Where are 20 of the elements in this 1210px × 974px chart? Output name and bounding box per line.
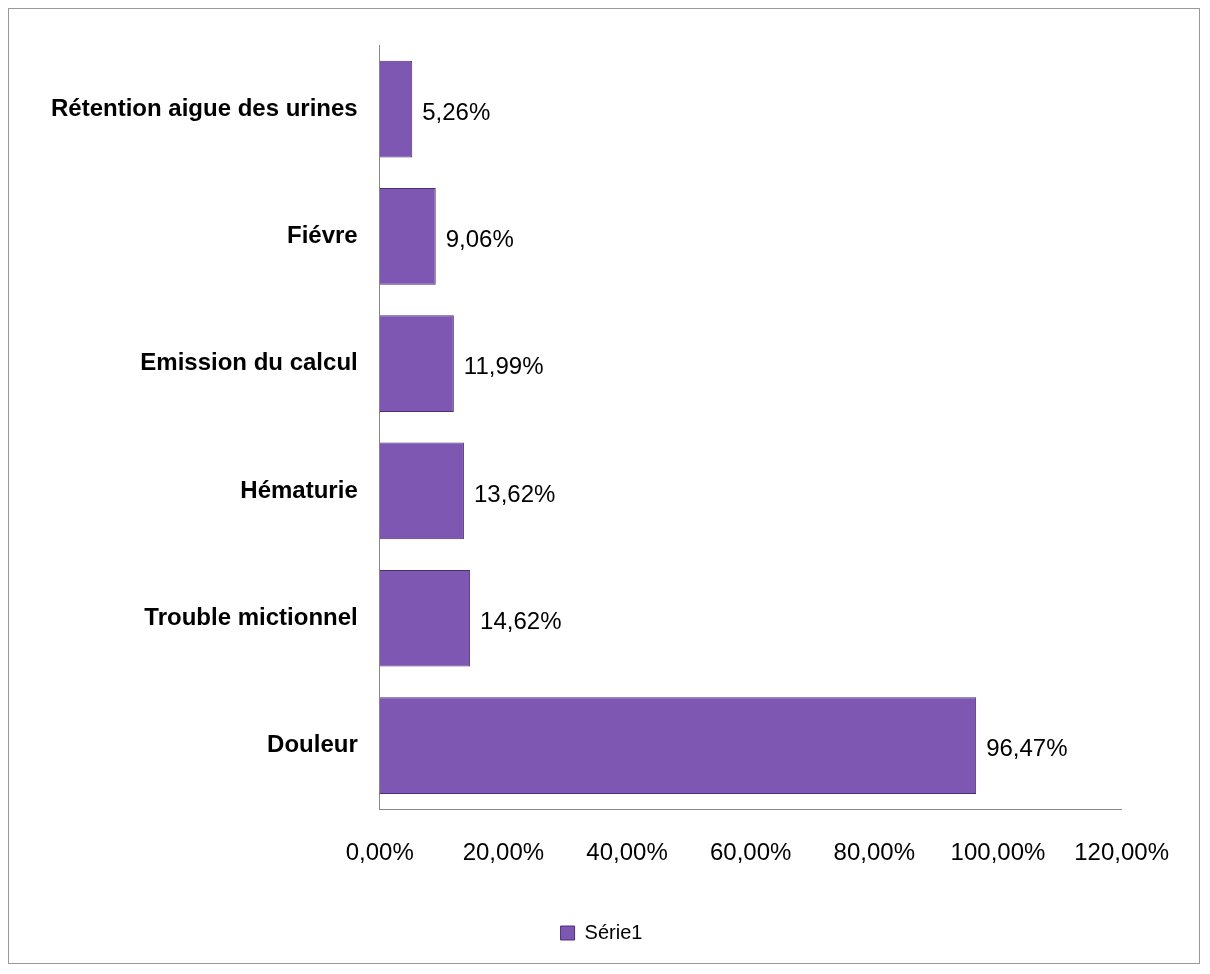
data-label: 11,99% xyxy=(463,352,544,380)
data-label: 5,26% xyxy=(422,97,491,125)
x-tick-label: 60,00% xyxy=(709,838,792,866)
y-tick-label: Hématurie xyxy=(240,475,358,503)
y-tick-label: Emission du calcul xyxy=(140,348,358,376)
x-tick-label: 120,00% xyxy=(1074,838,1169,866)
y-tick-label: Trouble mictionnel xyxy=(144,602,358,630)
y-tick-label: Fiévre xyxy=(287,220,358,248)
data-label: 9,06% xyxy=(445,224,514,252)
x-tick-label: 100,00% xyxy=(950,838,1046,866)
data-label: 13,62% xyxy=(473,479,556,507)
data-label: 14,62% xyxy=(480,606,562,634)
x-tick-label: 0,00% xyxy=(345,838,414,866)
legend-label: Série1 xyxy=(584,920,643,943)
x-tick-label: 20,00% xyxy=(462,838,545,866)
x-tick-label: 40,00% xyxy=(586,838,668,866)
y-tick-label: Douleur xyxy=(267,730,358,758)
x-tick-label: 80,00% xyxy=(833,838,916,866)
data-label: 96,47% xyxy=(986,734,1068,762)
y-tick-label: Rétention aigue des urines xyxy=(50,93,358,121)
